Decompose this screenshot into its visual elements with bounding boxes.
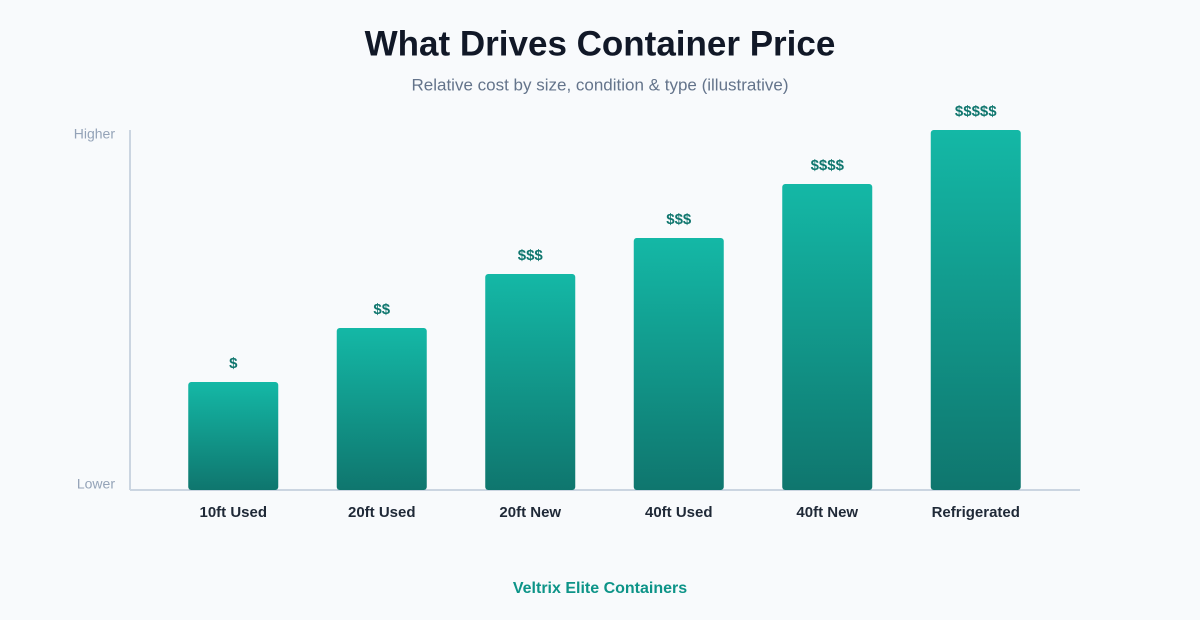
bar (485, 274, 576, 490)
bar (336, 328, 427, 490)
x-tick-label: 20ft New (499, 504, 561, 521)
value-label: $$$ (518, 247, 544, 264)
value-label: $ (229, 355, 238, 372)
x-tick-label: 40ft Used (645, 504, 713, 521)
x-tick-label: 20ft Used (348, 504, 416, 521)
x-tick-label: Refrigerated (932, 504, 1020, 521)
bar (188, 382, 279, 490)
y-tick-label: Lower (77, 476, 115, 492)
bar (633, 238, 724, 490)
value-label: $$$$ (811, 157, 845, 174)
x-tick-label: 40ft New (796, 504, 858, 521)
bar (782, 184, 873, 490)
footer: Veltrix Elite Containers (513, 580, 687, 597)
chart-title: What Drives Container Price (365, 24, 836, 63)
value-label: $$$$$ (955, 103, 997, 120)
chart-subtitle: Relative cost by size, condition & type … (412, 75, 789, 94)
value-label: $$$ (666, 211, 692, 228)
y-tick-label: Higher (74, 126, 116, 142)
bar (930, 130, 1021, 490)
x-tick-label: 10ft Used (199, 504, 267, 521)
value-label: $$ (373, 301, 390, 318)
